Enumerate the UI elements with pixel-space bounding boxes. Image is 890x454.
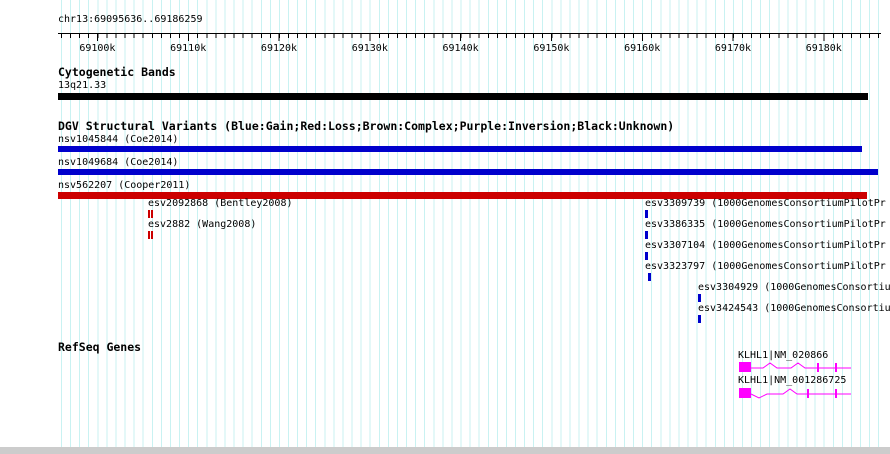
track-title-cytogenetic-bands: Cytogenetic Bands bbox=[58, 65, 176, 79]
grid-lines bbox=[61, 0, 882, 447]
ruler-tick-label: 69170k bbox=[714, 43, 752, 54]
ruler-axis-line bbox=[58, 33, 881, 34]
ruler-major-ticks bbox=[97, 34, 827, 41]
cytoband-bar[interactable] bbox=[58, 93, 868, 100]
page-background-strip bbox=[0, 447, 890, 454]
track-title-refseq-genes: RefSeq Genes bbox=[58, 340, 142, 354]
track-title-dgv-variants: DGV Structural Variants (Blue:Gain;Red:L… bbox=[58, 119, 675, 133]
ruler-tick-label: 69140k bbox=[442, 43, 479, 54]
variant-label: nsv562207 (Cooper2011) bbox=[58, 180, 191, 191]
variant-label: esv3323797 (1000GenomesConsortiumPilotPr bbox=[645, 261, 886, 272]
variant-glyph-esv3424543[interactable] bbox=[698, 315, 701, 323]
region-coordinates: chr13:69095636..69186259 bbox=[58, 14, 203, 25]
variant-glyph-esv2882[interactable] bbox=[148, 231, 153, 239]
ruler-tick-label: 69110k bbox=[170, 43, 207, 54]
variant-glyph-esv3309739[interactable] bbox=[645, 210, 648, 218]
variant-label: esv2092868 (Bentley2008) bbox=[148, 198, 293, 209]
variant-bar-nsv1049684[interactable] bbox=[58, 169, 878, 175]
variant-label: esv3307104 (1000GenomesConsortiumPilotPr bbox=[645, 240, 886, 251]
ruler-tick-label: 69180k bbox=[805, 43, 842, 54]
ruler-tick-label: 69130k bbox=[351, 43, 388, 54]
variant-glyph-esv3386335[interactable] bbox=[645, 231, 648, 239]
ruler-tick-label: 69120k bbox=[260, 43, 298, 54]
variant-glyph-esv3323797[interactable] bbox=[648, 273, 651, 281]
variant-glyph-esv2092868[interactable] bbox=[148, 210, 153, 218]
variant-label: esv3386335 (1000GenomesConsortiumPilotPr bbox=[645, 219, 886, 230]
variant-label: nsv1049684 (Coe2014) bbox=[58, 157, 179, 168]
variant-label: esv3424543 (1000GenomesConsortiu bbox=[698, 303, 890, 314]
variant-label: esv3309739 (1000GenomesConsortiumPilotPr bbox=[645, 198, 886, 209]
variant-label: esv2882 (Wang2008) bbox=[148, 219, 257, 230]
variant-label: nsv1045844 (Coe2014) bbox=[58, 134, 179, 145]
ruler-tick-label: 69150k bbox=[533, 43, 570, 54]
cytoband-label: 13q21.33 bbox=[58, 80, 107, 91]
gene-glyph-klhl1-nm001286725[interactable] bbox=[739, 386, 859, 400]
ruler-tick-label: 69160k bbox=[624, 43, 661, 54]
variant-bar-nsv562207[interactable] bbox=[58, 192, 867, 199]
gene-label: KLHL1|NM_001286725 bbox=[738, 375, 847, 386]
gene-label: KLHL1|NM_020866 bbox=[738, 350, 829, 361]
variant-bar-nsv1045844[interactable] bbox=[58, 146, 862, 152]
variant-glyph-esv3307104[interactable] bbox=[645, 252, 648, 260]
variant-glyph-esv3304929[interactable] bbox=[698, 294, 701, 302]
variant-label: esv3304929 (1000GenomesConsortiu bbox=[698, 282, 890, 293]
ruler-labels: 69100k 69110k 69120k 69130k 69140k 69150… bbox=[52, 43, 869, 54]
ruler-tick-label: 69100k bbox=[79, 43, 116, 54]
gene-glyph-klhl1-nm020866[interactable] bbox=[739, 360, 859, 374]
